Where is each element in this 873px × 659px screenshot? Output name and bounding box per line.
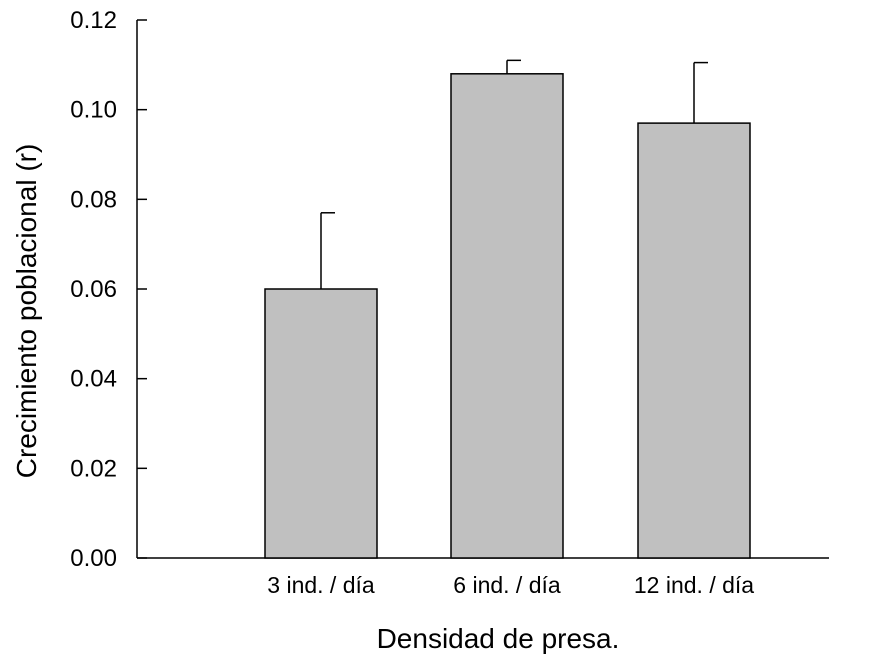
y-tick-label: 0.00 <box>70 545 117 572</box>
y-tick-label: 0.06 <box>70 276 117 303</box>
x-category-label: 12 ind. / día <box>634 572 754 598</box>
y-tick-label: 0.08 <box>70 186 117 213</box>
bar <box>264 288 378 559</box>
x-axis-title: Densidad de presa. <box>377 623 620 654</box>
y-tick-label: 0.10 <box>70 97 117 124</box>
y-tick-label: 0.04 <box>70 366 117 393</box>
x-category-label: 6 ind. / día <box>453 572 561 598</box>
x-category-label: 3 ind. / día <box>267 572 375 598</box>
bars <box>264 73 751 559</box>
bar <box>637 122 751 559</box>
y-tick-label: 0.02 <box>70 455 117 482</box>
y-tick-label: 0.12 <box>70 7 117 34</box>
error-bars <box>320 59 708 289</box>
y-axis-ticks: 0.00 0.02 0.04 0.06 0.08 0.10 0.12 <box>70 7 147 572</box>
y-axis-title: Crecimiento poblacional (r) <box>11 144 42 479</box>
bar <box>450 73 564 559</box>
x-axis-category-labels: 3 ind. / día 6 ind. / día 12 ind. / día <box>267 572 754 598</box>
